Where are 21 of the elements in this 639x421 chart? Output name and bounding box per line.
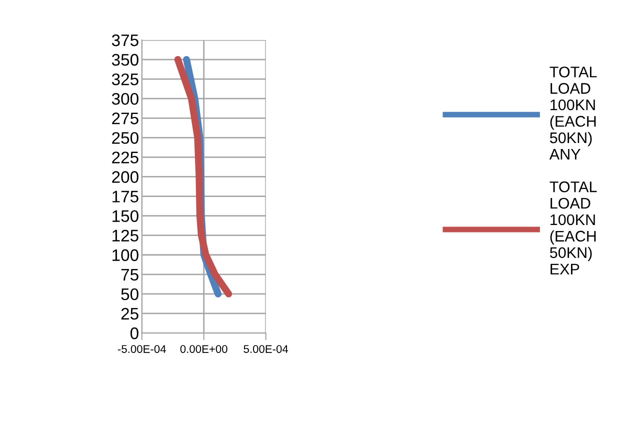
- y-tick-label: 275: [112, 112, 138, 124]
- y-tick-label: 175: [112, 190, 138, 202]
- y-tick-label: 75: [121, 268, 138, 281]
- y-tick-label: 50: [121, 288, 138, 300]
- y-tick-label: 225: [112, 152, 138, 164]
- y-tick-label: 250: [112, 132, 138, 144]
- y-tick-label: 350: [112, 54, 138, 66]
- x-tick-label: 0.00E+00: [180, 345, 228, 353]
- x-tick-label: -5.00E-04: [118, 345, 166, 353]
- y-tick-label: 25: [121, 308, 138, 320]
- text: TOTAL LOAD 100KN (EACH 50KN) ANY: [549, 66, 597, 160]
- y-tick-label: 200: [112, 171, 138, 183]
- x-tick-label: 5.00E-04: [244, 345, 288, 353]
- y-tick-label: 0: [130, 327, 138, 340]
- y-tick-label: 375: [112, 34, 138, 46]
- text: TOTAL LOAD 100KN (EACH 50KN) EXP: [550, 181, 597, 274]
- y-tick-label: 300: [112, 93, 138, 105]
- y-tick-label: 325: [112, 73, 138, 86]
- y-tick-label: 125: [112, 230, 138, 242]
- y-tick-label: 150: [112, 210, 138, 222]
- y-tick-label: 100: [112, 249, 138, 262]
